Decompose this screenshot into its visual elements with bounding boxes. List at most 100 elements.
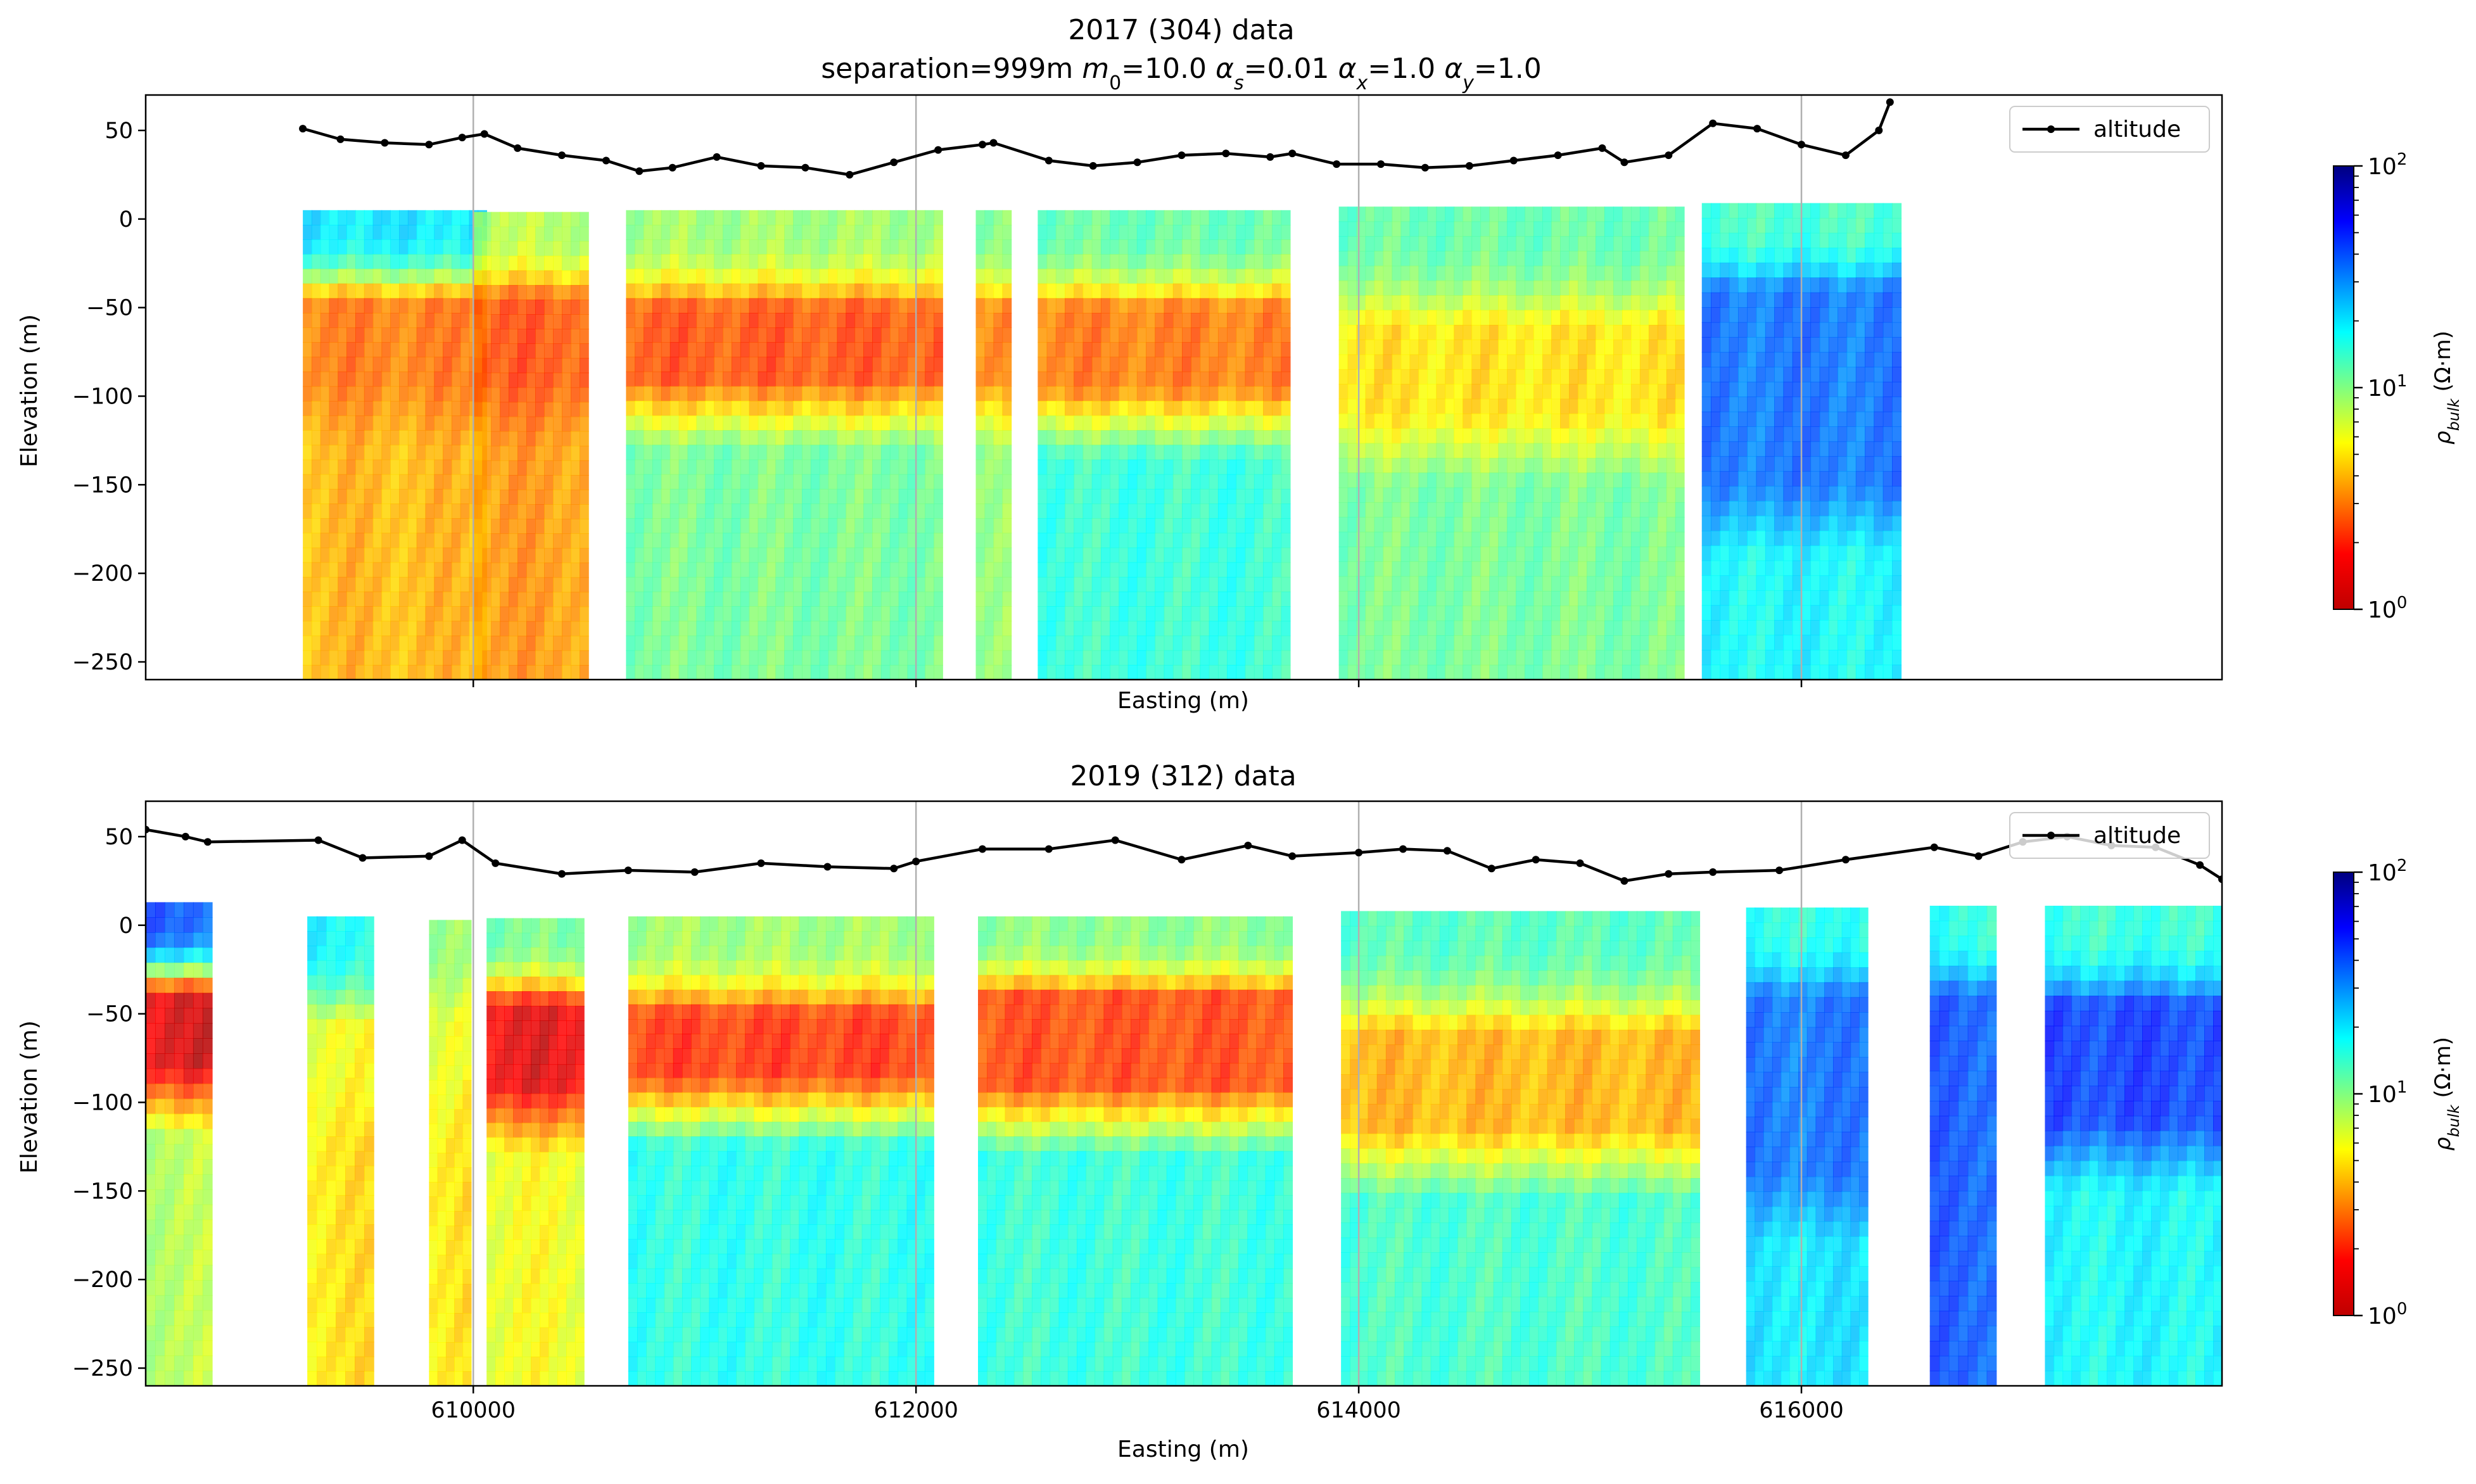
resistivity-cell	[1091, 650, 1102, 666]
resistivity-cell	[1489, 265, 1499, 281]
resistivity-cell	[544, 402, 554, 417]
resistivity-cell	[793, 606, 803, 622]
resistivity-cell	[793, 386, 803, 402]
resistivity-cell	[482, 606, 492, 622]
resistivity-cell	[1374, 206, 1384, 222]
resistivity-cell	[1356, 413, 1366, 429]
resistivity-cell	[1119, 635, 1129, 651]
resistivity-cell	[1356, 354, 1366, 370]
resistivity-cell	[1463, 457, 1473, 474]
resistivity-cell	[1155, 283, 1165, 299]
resistivity-cell	[766, 459, 777, 475]
resistivity-cell	[723, 312, 732, 328]
resistivity-cell	[1622, 517, 1632, 533]
resistivity-cell	[311, 635, 321, 651]
resistivity-cell	[1587, 295, 1596, 311]
resistivity-cell	[1236, 504, 1246, 519]
resistivity-cell	[425, 562, 435, 578]
resistivity-cell	[311, 621, 321, 637]
resistivity-cell	[1245, 621, 1255, 637]
resistivity-cell	[880, 606, 891, 622]
resistivity-cell	[1091, 283, 1102, 299]
resistivity-cell	[1729, 471, 1739, 487]
resistivity-cell	[1338, 650, 1349, 666]
resistivity-cell	[1383, 251, 1393, 267]
resistivity-cell	[562, 533, 571, 549]
resistivity-cell	[1865, 471, 1875, 487]
resistivity-cell	[1002, 606, 1012, 622]
resistivity-cell	[1236, 562, 1246, 578]
resistivity-cell	[338, 327, 347, 343]
resistivity-cell	[1630, 576, 1641, 592]
resistivity-cell	[1551, 590, 1561, 607]
resistivity-cell	[1365, 428, 1375, 444]
resistivity-cell	[1091, 239, 1102, 255]
resistivity-cell	[544, 226, 554, 242]
resistivity-cell	[500, 416, 509, 432]
resistivity-cell	[1498, 502, 1508, 518]
resistivity-cell	[1657, 236, 1667, 252]
resistivity-cell	[1480, 280, 1490, 296]
resistivity-cell	[1630, 561, 1641, 577]
resistivity-cell	[819, 342, 829, 358]
resistivity-cell	[1648, 369, 1658, 385]
resistivity-cell	[1038, 357, 1048, 372]
resistivity-cell	[1365, 295, 1375, 311]
resistivity-cell	[1480, 635, 1490, 651]
resistivity-cell	[399, 459, 409, 475]
resistivity-cell	[775, 650, 785, 666]
resistivity-cell	[1657, 546, 1667, 562]
resistivity-cell	[500, 226, 509, 242]
resistivity-cell	[1737, 516, 1748, 531]
resistivity-cell	[819, 327, 829, 343]
resistivity-cell	[837, 650, 847, 666]
resistivity-cell	[1356, 236, 1366, 252]
resistivity-cell	[810, 664, 820, 680]
resistivity-cell	[1374, 576, 1384, 592]
resistivity-cell	[1227, 371, 1237, 387]
resistivity-cell	[1720, 218, 1730, 234]
resistivity-cell	[661, 298, 671, 314]
resistivity-cell	[1418, 221, 1428, 237]
resistivity-cell	[1711, 262, 1721, 278]
resistivity-cell	[1119, 312, 1129, 328]
resistivity-cell	[1471, 428, 1482, 444]
resistivity-cell	[1191, 254, 1201, 270]
resistivity-cell	[984, 445, 994, 460]
resistivity-cell	[1338, 280, 1349, 296]
resistivity-cell	[399, 239, 409, 255]
resistivity-cell	[1065, 210, 1075, 225]
resistivity-cell	[626, 415, 636, 431]
resistivity-cell	[562, 212, 571, 227]
resistivity-cell	[1217, 283, 1228, 299]
resistivity-cell	[1711, 218, 1721, 234]
resistivity-cell	[837, 576, 847, 592]
resistivity-cell	[303, 371, 312, 387]
resistivity-cell	[1533, 354, 1543, 370]
resistivity-cell	[1263, 621, 1273, 637]
resistivity-cell	[1136, 371, 1146, 387]
resistivity-cell	[714, 400, 723, 416]
resistivity-cell	[1046, 562, 1057, 578]
resistivity-cell	[509, 460, 518, 476]
resistivity-cell	[1874, 441, 1884, 457]
resistivity-cell	[626, 518, 636, 534]
resistivity-cell	[1639, 546, 1649, 562]
resistivity-cell	[500, 329, 509, 345]
resistivity-cell	[635, 415, 644, 431]
resistivity-cell	[1783, 307, 1793, 323]
resistivity-cell	[1263, 327, 1273, 343]
resistivity-cell	[1737, 292, 1748, 308]
resistivity-cell	[696, 576, 706, 592]
resistivity-cell	[678, 504, 689, 519]
resistivity-cell	[1569, 517, 1578, 533]
resistivity-cell	[526, 562, 536, 578]
resistivity-cell	[1801, 352, 1812, 368]
resistivity-cell	[828, 357, 838, 372]
resistivity-cell	[1191, 269, 1201, 284]
resistivity-cell	[535, 431, 545, 447]
resistivity-cell	[407, 518, 417, 534]
resistivity-cell	[425, 239, 435, 255]
resistivity-cell	[381, 400, 391, 416]
resistivity-cell	[544, 474, 554, 490]
